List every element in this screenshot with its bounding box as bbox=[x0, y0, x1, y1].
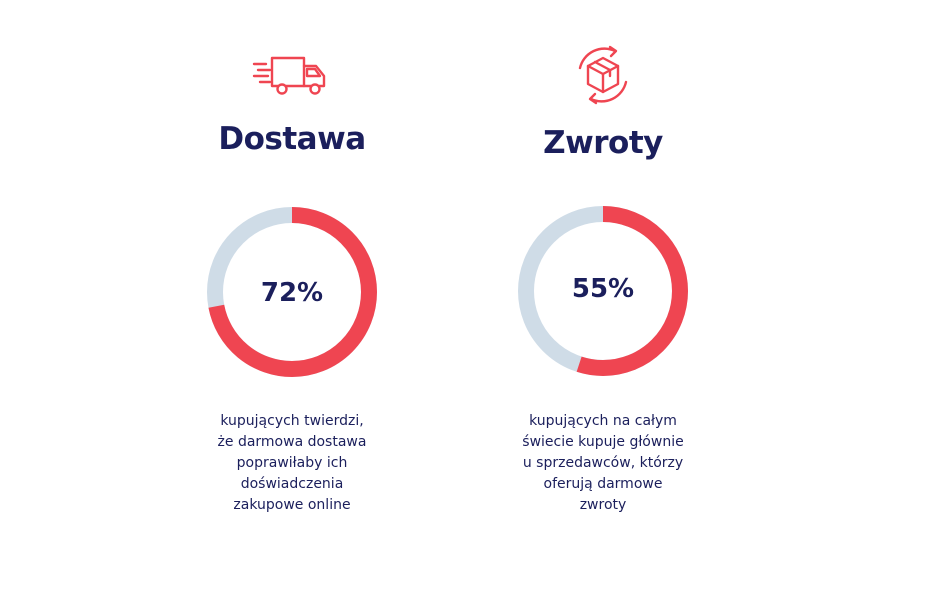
returns-card: Zwroty 55% kupujących na całym świecie k… bbox=[473, 0, 733, 600]
returns-caption-line: oferują darmowe bbox=[543, 476, 663, 492]
returns-percent-label: 55% bbox=[571, 274, 635, 304]
returns-heading: Zwroty bbox=[543, 125, 663, 161]
returns-caption: kupujących na całym świecie kupuje główn… bbox=[503, 411, 703, 516]
returns-box-icon bbox=[578, 45, 628, 105]
delivery-heading: Dostawa bbox=[218, 121, 366, 157]
returns-caption-line: zwroty bbox=[579, 497, 627, 513]
returns-donut-chart bbox=[518, 206, 688, 376]
delivery-percent-label: 72% bbox=[260, 278, 324, 308]
returns-donut-value-arc bbox=[518, 206, 688, 376]
returns-caption-line: u sprzedawców, którzy bbox=[522, 455, 684, 471]
delivery-caption-line: że darmowa dostawa bbox=[217, 434, 367, 450]
delivery-truck-icon bbox=[252, 56, 326, 95]
returns-caption-line: świecie kupuje głównie bbox=[522, 434, 684, 450]
delivery-caption: kupujących twierdzi, że darmowa dostawa … bbox=[192, 411, 392, 516]
delivery-caption-line: kupujących twierdzi, bbox=[220, 413, 364, 429]
delivery-donut-value-arc bbox=[207, 207, 377, 377]
delivery-caption-line: zakupowe online bbox=[233, 497, 351, 513]
delivery-caption-line: doświadczenia bbox=[240, 476, 344, 492]
delivery-card: Dostawa 72% kupujących twierdzi, że darm… bbox=[162, 0, 422, 600]
delivery-caption-line: poprawiłaby ich bbox=[236, 455, 348, 471]
delivery-donut-chart bbox=[207, 207, 377, 377]
returns-caption-line: kupujących na całym bbox=[529, 413, 677, 429]
